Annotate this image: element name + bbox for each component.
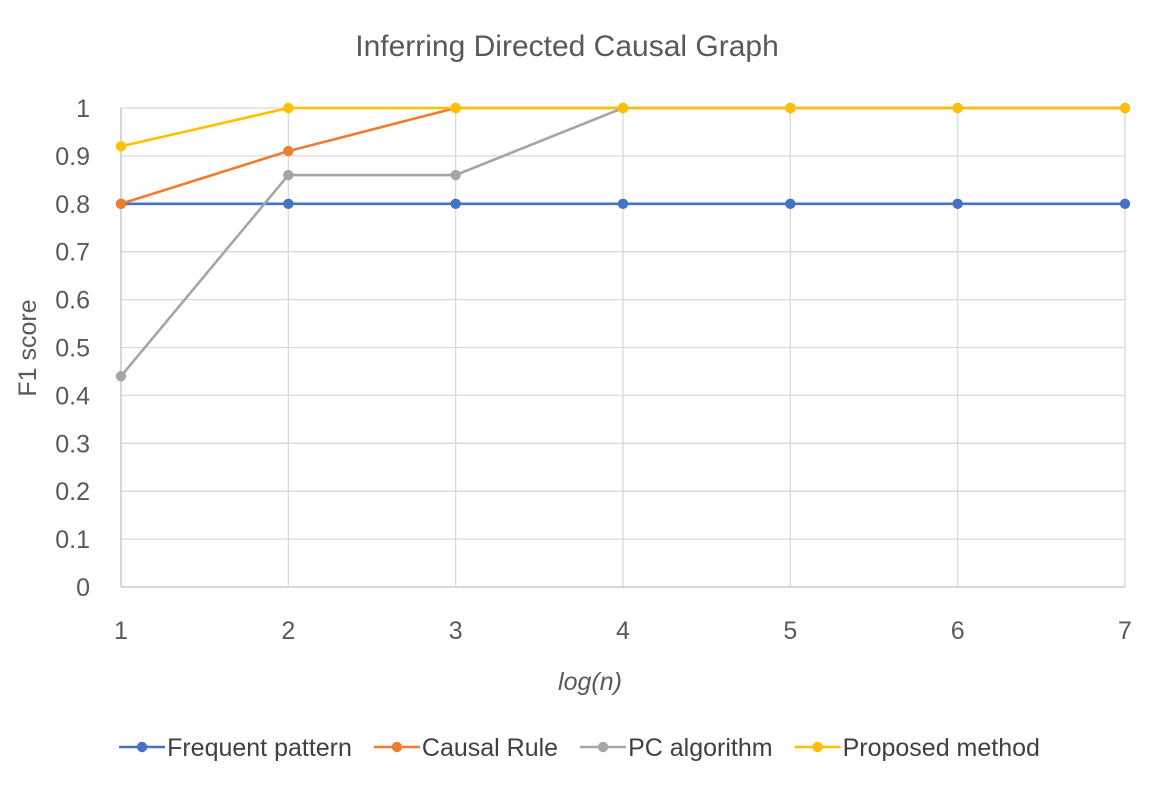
legend-item-pc-algorithm: PC algorithm <box>580 734 773 762</box>
legend-swatch-marker <box>391 741 403 753</box>
x-tick-label: 3 <box>449 617 463 645</box>
data-point-frequent-pattern <box>1119 198 1131 209</box>
data-point-proposed-method <box>450 102 461 114</box>
x-tick-label: 2 <box>281 617 295 645</box>
y-tick-label: 1 <box>76 95 90 123</box>
data-point-causal-rule <box>283 145 294 157</box>
legend-label: PC algorithm <box>628 734 773 762</box>
chart-title: Inferring Directed Causal Graph <box>355 30 779 63</box>
y-tick-label: 0.6 <box>55 287 90 315</box>
data-point-frequent-pattern <box>785 198 796 209</box>
y-tick-label: 0.1 <box>55 526 90 554</box>
y-tick-label: 0 <box>76 574 90 602</box>
y-axis-label: F1 score <box>14 299 42 396</box>
x-tick-label: 1 <box>114 617 128 645</box>
x-axis-label: log(n) <box>558 668 622 696</box>
legend-label: Proposed method <box>843 734 1040 762</box>
data-point-causal-rule <box>115 198 127 209</box>
series-proposed-method <box>115 102 1131 152</box>
data-point-proposed-method <box>115 141 127 152</box>
y-tick-label: 0.2 <box>55 478 90 506</box>
axes <box>120 108 1125 588</box>
x-tick-label: 6 <box>951 617 965 645</box>
series <box>115 102 1131 382</box>
data-point-pc-algorithm <box>115 371 127 382</box>
data-point-proposed-method <box>785 102 796 114</box>
data-point-proposed-method <box>617 102 629 114</box>
y-tick-label: 0.5 <box>55 335 90 363</box>
legend-label: Frequent pattern <box>167 734 352 762</box>
data-point-proposed-method <box>1119 102 1131 114</box>
y-tick-label: 0.4 <box>55 382 90 410</box>
data-point-proposed-method <box>952 102 963 114</box>
y-tick-labels: 0 0.1 0.2 0.3 0.4 0.5 0.6 0.7 0.8 0.9 1 <box>55 95 90 602</box>
data-point-proposed-method <box>283 102 294 114</box>
legend-swatch-marker <box>597 741 609 753</box>
x-tick-label: 4 <box>616 617 630 645</box>
legend-item-causal-rule: Causal Rule <box>373 734 558 762</box>
legend-swatch-marker <box>136 741 148 753</box>
data-point-frequent-pattern <box>952 198 963 209</box>
legend-label: Causal Rule <box>422 734 558 762</box>
data-point-frequent-pattern <box>450 198 461 209</box>
legend-swatch-marker <box>812 741 823 753</box>
y-tick-label: 0.3 <box>55 430 90 458</box>
data-point-pc-algorithm <box>450 169 461 181</box>
legend: Frequent pattern Causal Rule PC algorithm P… <box>119 734 1040 762</box>
y-tick-label: 0.7 <box>55 239 90 267</box>
legend-item-frequent-pattern: Frequent pattern <box>119 734 352 762</box>
x-tick-labels: 1 2 3 4 5 6 7 <box>114 617 1132 645</box>
x-tick-label: 7 <box>1118 617 1132 645</box>
x-tick-label: 5 <box>783 617 797 645</box>
series-frequent-pattern <box>115 198 1131 209</box>
gridlines <box>121 107 1126 587</box>
data-point-frequent-pattern <box>283 198 294 209</box>
y-tick-label: 0.9 <box>55 143 90 171</box>
data-point-pc-algorithm <box>283 169 294 181</box>
y-tick-label: 0.8 <box>55 191 90 219</box>
legend-item-proposed-method: Proposed method <box>794 734 1040 762</box>
data-point-frequent-pattern <box>617 198 629 209</box>
